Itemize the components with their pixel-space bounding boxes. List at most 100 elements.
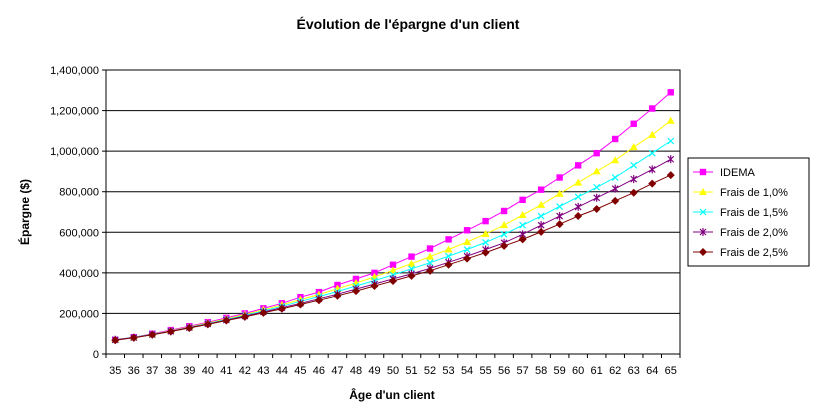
series-line (115, 174, 671, 341)
legend-marker (699, 228, 707, 236)
data-point (593, 149, 600, 157)
data-point (407, 259, 416, 267)
data-point (463, 238, 472, 246)
x-tick-label: 36 (128, 365, 140, 377)
data-point (426, 266, 435, 275)
data-point (500, 230, 508, 238)
data-point (649, 105, 656, 112)
legend: IDEMA Frais de 1,0% Frais de 1,5% Frais de … (687, 157, 810, 267)
data-point (630, 161, 638, 169)
x-tick-label: 54 (461, 365, 473, 377)
y-tick-label: 400,000 (59, 268, 99, 280)
data-point (611, 174, 619, 181)
series-5 (111, 171, 675, 345)
x-tick-label: 46 (313, 365, 325, 377)
data-point (611, 135, 619, 143)
data-point (426, 252, 435, 260)
data-point (463, 246, 471, 253)
data-point (556, 203, 564, 210)
data-point (445, 236, 452, 243)
legend-label: Frais de 2,0% (720, 227, 788, 239)
data-point (408, 265, 415, 273)
legend-item: Frais de 2,5% (693, 247, 788, 259)
data-point (370, 282, 379, 291)
data-point (593, 183, 601, 191)
data-point (593, 193, 601, 202)
x-tick-label: 49 (368, 365, 380, 377)
data-point (667, 89, 674, 96)
data-point (648, 130, 657, 138)
data-point (463, 254, 472, 263)
data-point (444, 260, 453, 269)
gridlines (106, 110, 680, 314)
data-point (481, 229, 490, 237)
data-point (500, 207, 508, 215)
x-axis-label: Âge d'un client (349, 387, 435, 402)
data-point (482, 217, 489, 225)
data-point (648, 179, 657, 188)
series-line (115, 91, 672, 341)
data-point (185, 324, 194, 333)
x-tick-label: 43 (257, 365, 269, 377)
series-line (115, 120, 672, 341)
plot-area (105, 69, 681, 355)
data-point (630, 120, 637, 127)
data-point (481, 248, 490, 257)
data-point (426, 245, 434, 252)
data-point (277, 304, 286, 313)
chart-title: Évolution de l'épargne d'un client (297, 16, 520, 32)
data-point (537, 200, 546, 208)
series-1 (112, 89, 674, 343)
legend-marker (699, 208, 707, 216)
data-point (445, 252, 452, 260)
data-point (519, 196, 526, 204)
x-tick-label: 37 (146, 365, 158, 377)
data-point (537, 227, 546, 236)
data-point (500, 241, 509, 250)
data-point (592, 204, 601, 213)
y-tick-label: 200,000 (59, 308, 99, 320)
data-point (592, 167, 601, 175)
x-tick-label: 61 (591, 365, 603, 377)
x-tick-label: 58 (535, 365, 547, 377)
data-point (648, 165, 656, 174)
data-point (555, 189, 564, 197)
x-tick-label: 47 (331, 365, 343, 377)
data-point (574, 193, 582, 201)
x-tick-label: 51 (405, 365, 417, 377)
data-point (555, 220, 564, 229)
x-tick-label: 40 (202, 365, 214, 377)
legend-item: Frais de 1,5% (693, 207, 788, 219)
x-tick-label: 48 (350, 365, 362, 377)
x-tick-label: 56 (498, 365, 510, 377)
data-point (574, 212, 583, 221)
data-point (129, 333, 138, 342)
data-point (463, 227, 471, 234)
x-tick-label: 50 (387, 365, 399, 377)
legend-marker (699, 248, 707, 256)
data-point (667, 155, 675, 164)
legend-item: Frais de 1,0% (693, 187, 788, 199)
legend-marker (699, 188, 707, 195)
x-tick-label: 60 (572, 365, 584, 377)
data-point (611, 196, 620, 205)
data-point (111, 336, 120, 345)
data-point (352, 275, 360, 283)
y-tick-label: 600,000 (59, 227, 99, 239)
data-point (574, 178, 583, 186)
x-tick-label: 52 (424, 365, 436, 377)
x-tick-label: 41 (220, 365, 232, 377)
y-tick-label: 1,200,000 (50, 106, 99, 118)
series-line (115, 158, 671, 341)
x-tick-label: 59 (554, 365, 566, 377)
x-tick-label: 62 (609, 365, 621, 377)
data-point (611, 184, 619, 193)
series-group (111, 89, 675, 345)
data-point (556, 212, 564, 221)
data-point (389, 276, 397, 285)
data-point (407, 271, 416, 280)
data-point (371, 269, 378, 277)
y-axis-label: Épargne ($) (17, 179, 32, 245)
x-tick-label: 53 (442, 365, 454, 377)
series-line (115, 140, 671, 341)
